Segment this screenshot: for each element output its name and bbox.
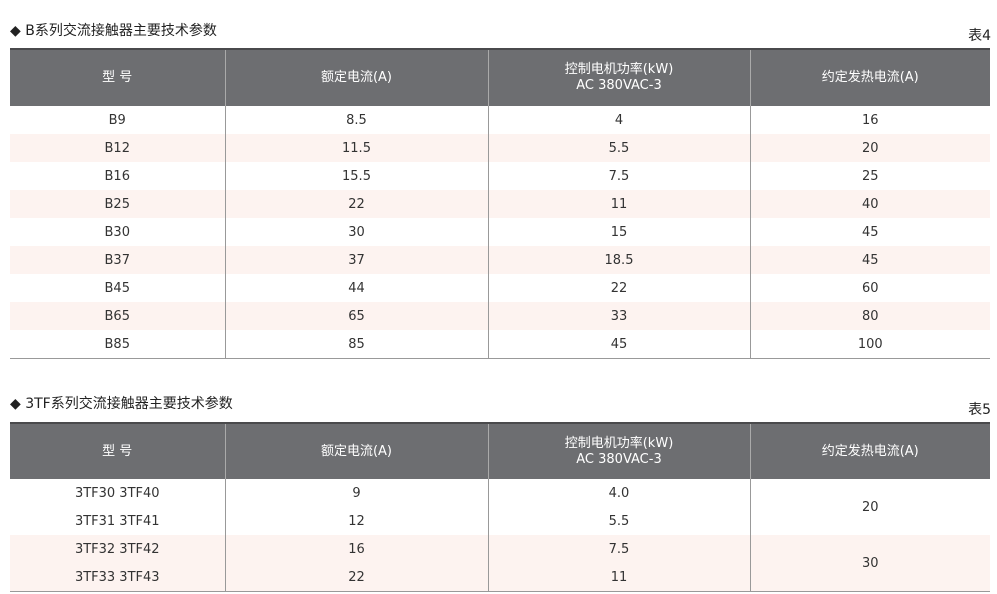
header-rated-current: 额定电流(A) xyxy=(224,48,488,106)
cell: 85 xyxy=(224,330,488,359)
cell: 20 xyxy=(749,134,990,162)
cell: 8.5 xyxy=(224,106,488,134)
header-heat-current: 约定发热电流(A) xyxy=(749,48,990,106)
cell: 65 xyxy=(224,302,488,330)
cell: 11.5 xyxy=(224,134,488,162)
cell: 11 xyxy=(487,563,750,592)
cell: 33 xyxy=(487,302,750,330)
cell: B25 xyxy=(10,190,225,218)
header-motor-power-sub: AC 380VAC-3 xyxy=(576,451,662,467)
cell: 45 xyxy=(749,246,990,274)
cell: 45 xyxy=(749,218,990,246)
cell: 3TF32 3TF42 xyxy=(10,535,225,563)
table-header: 型 号 额定电流(A) 控制电机功率(kW) AC 380VAC-3 约定发热电流… xyxy=(10,48,990,106)
header-motor-power-label: 控制电机功率(kW) xyxy=(564,435,674,451)
cell: 22 xyxy=(487,274,750,302)
table-row: B37 37 18.5 45 xyxy=(10,246,990,274)
header-model: 型 号 xyxy=(10,422,225,479)
table-row: B25 22 11 40 xyxy=(10,190,990,218)
header-motor-power-sub: AC 380VAC-3 xyxy=(576,78,662,93)
table-row: B85 85 45 100 xyxy=(10,330,990,359)
cell: 45 xyxy=(487,330,750,359)
cell: 15 xyxy=(487,218,750,246)
cell: B37 xyxy=(10,246,225,274)
cell: 16 xyxy=(224,535,488,563)
table-row: B65 65 33 80 xyxy=(10,302,990,330)
table-row: B45 44 22 60 xyxy=(10,274,990,302)
header-motor-power-label: 控制电机功率(kW) xyxy=(564,62,674,77)
table-row: B9 8.5 4 16 xyxy=(10,106,990,134)
cell: 30 xyxy=(224,218,488,246)
table-row: 3TF32 3TF42 16 7.5 30 xyxy=(10,535,990,592)
cell-merged: 30 xyxy=(749,535,990,592)
table-row: 3TF30 3TF40 9 4.0 20 xyxy=(10,479,990,535)
cell: B65 xyxy=(10,302,225,330)
cell: B16 xyxy=(104,168,130,184)
table-row: B16 15.5 7.5 25 xyxy=(10,162,990,190)
cell: 4 xyxy=(487,106,750,134)
cell: 7.5 xyxy=(487,162,750,190)
cell: 3TF30 3TF40 xyxy=(74,485,160,501)
cell: 100 xyxy=(749,330,990,359)
table-header: 型 号 额定电流(A) 控制电机功率(kW) AC 380VAC-3 约定发热电流… xyxy=(10,422,990,479)
header-rated-current: 额定电流(A) xyxy=(224,422,488,479)
cell: 3TF33 3TF43 xyxy=(10,563,225,592)
table5-title: ◆ 3TF系列交流接触器主要技术参数 xyxy=(10,396,233,412)
cell: 37 xyxy=(224,246,488,274)
header-heat-current: 约定发热电流(A) xyxy=(749,422,990,479)
cell: 15.5 xyxy=(224,162,488,190)
header-model: 型 号 xyxy=(10,48,225,106)
cell: 22 xyxy=(224,563,488,592)
cell: 5.5 xyxy=(487,507,750,535)
cell: B30 xyxy=(104,224,130,240)
cell: 40 xyxy=(749,190,990,218)
table5: 型 号 额定电流(A) 控制电机功率(kW) AC 380VAC-3 约定发热电流… xyxy=(10,422,990,592)
cell: 60 xyxy=(749,274,990,302)
cell: 5.5 xyxy=(487,134,750,162)
cell-merged: 20 xyxy=(749,479,990,535)
cell: 4.0 xyxy=(487,479,750,507)
cell: 7.5 xyxy=(487,535,750,563)
table-row: 3TF31 3TF41 12 5.5 xyxy=(10,507,990,535)
table4: 型 号 额定电流(A) 控制电机功率(kW) AC 380VAC-3 约定发热电流… xyxy=(10,48,990,359)
cell: B85 xyxy=(10,330,225,359)
table4-title: ◆ B系列交流接触器主要技术参数 xyxy=(10,23,217,39)
cell: 16 xyxy=(749,106,990,134)
cell: 80 xyxy=(749,302,990,330)
cell: B9 xyxy=(108,112,126,128)
cell: 22 xyxy=(224,190,488,218)
table5-tag: 表5 xyxy=(968,402,991,418)
table-row: B30 30 15 45 xyxy=(10,218,990,246)
cell: 44 xyxy=(224,274,488,302)
table4-tag: 表4 xyxy=(968,28,991,44)
cell: B45 xyxy=(104,280,130,296)
header-motor-power: 控制电机功率(kW) AC 380VAC-3 xyxy=(487,422,750,479)
cell: 9 xyxy=(224,479,488,507)
table-row: 3TF33 3TF43 22 11 xyxy=(10,563,990,592)
cell: 12 xyxy=(224,507,488,535)
cell: B12 xyxy=(10,134,225,162)
cell: 3TF31 3TF41 xyxy=(74,513,160,529)
cell: 11 xyxy=(487,190,750,218)
cell: 18.5 xyxy=(487,246,750,274)
table-row: B12 11.5 5.5 20 xyxy=(10,134,990,162)
header-motor-power: 控制电机功率(kW) AC 380VAC-3 xyxy=(487,48,750,106)
cell: 25 xyxy=(749,162,990,190)
